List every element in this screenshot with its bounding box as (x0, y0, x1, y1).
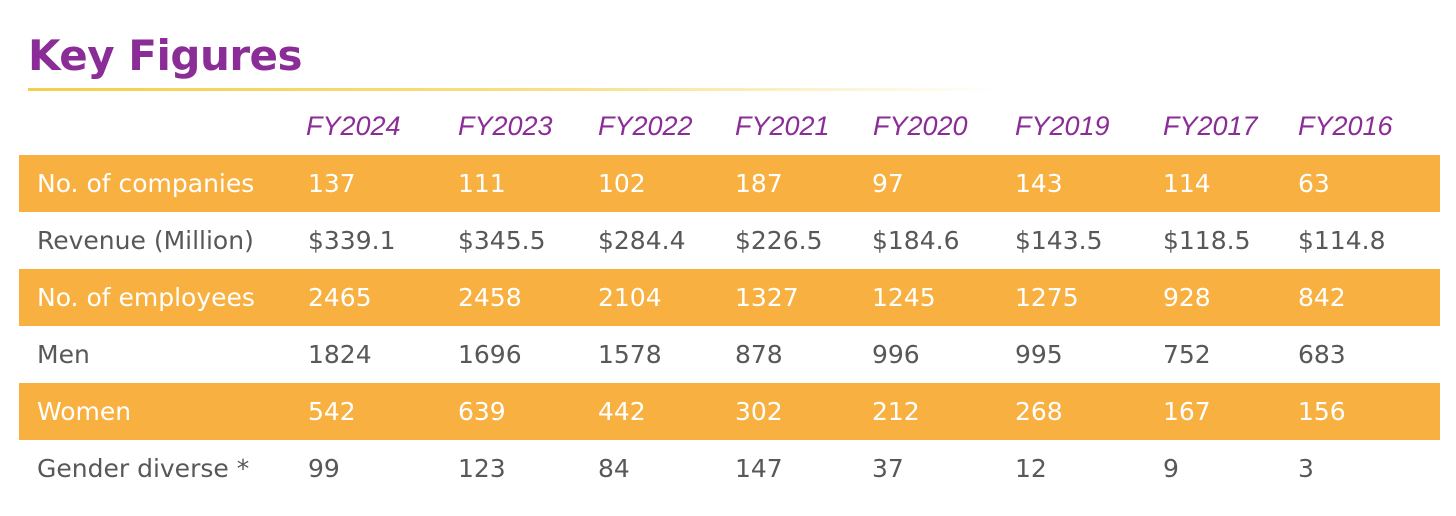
table-cell: 1696 (458, 340, 522, 369)
table-cell: 212 (872, 397, 920, 426)
row-label: No. of employees (37, 283, 255, 312)
table-row-women: Women 542 639 442 302 212 268 167 156 (19, 383, 1440, 440)
column-header-fy2021: FY2021 (735, 111, 830, 141)
table-cell: 187 (735, 169, 783, 198)
table-cell: 123 (458, 454, 506, 483)
table-cell: 97 (872, 169, 904, 198)
row-label: Revenue (Million) (37, 226, 254, 255)
table-cell: 302 (735, 397, 783, 426)
table-row-gender-diverse: Gender diverse * 99 123 84 147 37 12 9 3 (19, 440, 1440, 497)
table-cell: 137 (308, 169, 356, 198)
title-underline (28, 88, 1003, 91)
row-label: Gender diverse * (37, 454, 250, 483)
table-row-companies: No. of companies 137 111 102 187 97 143 … (19, 155, 1440, 212)
table-cell: 995 (1015, 340, 1063, 369)
table-cell: 542 (308, 397, 356, 426)
column-header-fy2016: FY2016 (1298, 111, 1393, 141)
table-cell: 928 (1163, 283, 1211, 312)
table-cell: 1275 (1015, 283, 1079, 312)
table-cell: 1327 (735, 283, 799, 312)
table-cell: 996 (872, 340, 920, 369)
table-cell: 1578 (598, 340, 662, 369)
table-cell: 1245 (872, 283, 936, 312)
table-cell: 683 (1298, 340, 1346, 369)
table-cell: $284.4 (598, 226, 686, 255)
table-cell: 147 (735, 454, 783, 483)
column-header-fy2023: FY2023 (458, 111, 553, 141)
row-label: No. of companies (37, 169, 255, 198)
column-header-fy2019: FY2019 (1015, 111, 1110, 141)
table-cell: 37 (872, 454, 904, 483)
table-cell: 842 (1298, 283, 1346, 312)
table-cell: 752 (1163, 340, 1211, 369)
table-cell: 1824 (308, 340, 372, 369)
column-header-fy2022: FY2022 (598, 111, 693, 141)
table-cell: 268 (1015, 397, 1063, 426)
table-cell: 2104 (598, 283, 662, 312)
table-cell: $114.8 (1298, 226, 1386, 255)
column-header-fy2017: FY2017 (1163, 111, 1258, 141)
table-header-row: FY2024 FY2023 FY2022 FY2021 FY2020 FY201… (0, 100, 1456, 152)
table-cell: 3 (1298, 454, 1314, 483)
table-cell: 2465 (308, 283, 372, 312)
table-cell: $339.1 (308, 226, 396, 255)
table-cell: 639 (458, 397, 506, 426)
table-cell: 102 (598, 169, 646, 198)
table-cell: 9 (1163, 454, 1179, 483)
table-row-employees: No. of employees 2465 2458 2104 1327 124… (19, 269, 1440, 326)
column-header-fy2024: FY2024 (306, 111, 401, 141)
table-cell: $143.5 (1015, 226, 1103, 255)
table-cell: $184.6 (872, 226, 960, 255)
table-cell: $226.5 (735, 226, 823, 255)
table-cell: 12 (1015, 454, 1047, 483)
table-cell: 442 (598, 397, 646, 426)
column-header-fy2020: FY2020 (873, 111, 968, 141)
page-title: Key Figures (28, 31, 303, 80)
table-cell: 111 (458, 169, 506, 198)
table-cell: 114 (1163, 169, 1211, 198)
table-cell: 156 (1298, 397, 1346, 426)
table-cell: $345.5 (458, 226, 546, 255)
table-cell: $118.5 (1163, 226, 1251, 255)
table-cell: 99 (308, 454, 340, 483)
table-row-revenue: Revenue (Million) $339.1 $345.5 $284.4 $… (19, 212, 1440, 269)
row-label: Men (37, 340, 90, 369)
table-cell: 143 (1015, 169, 1063, 198)
table-row-men: Men 1824 1696 1578 878 996 995 752 683 (19, 326, 1440, 383)
table-cell: 2458 (458, 283, 522, 312)
table-cell: 84 (598, 454, 630, 483)
table-cell: 63 (1298, 169, 1330, 198)
row-label: Women (37, 397, 132, 426)
table-cell: 167 (1163, 397, 1211, 426)
table-cell: 878 (735, 340, 783, 369)
